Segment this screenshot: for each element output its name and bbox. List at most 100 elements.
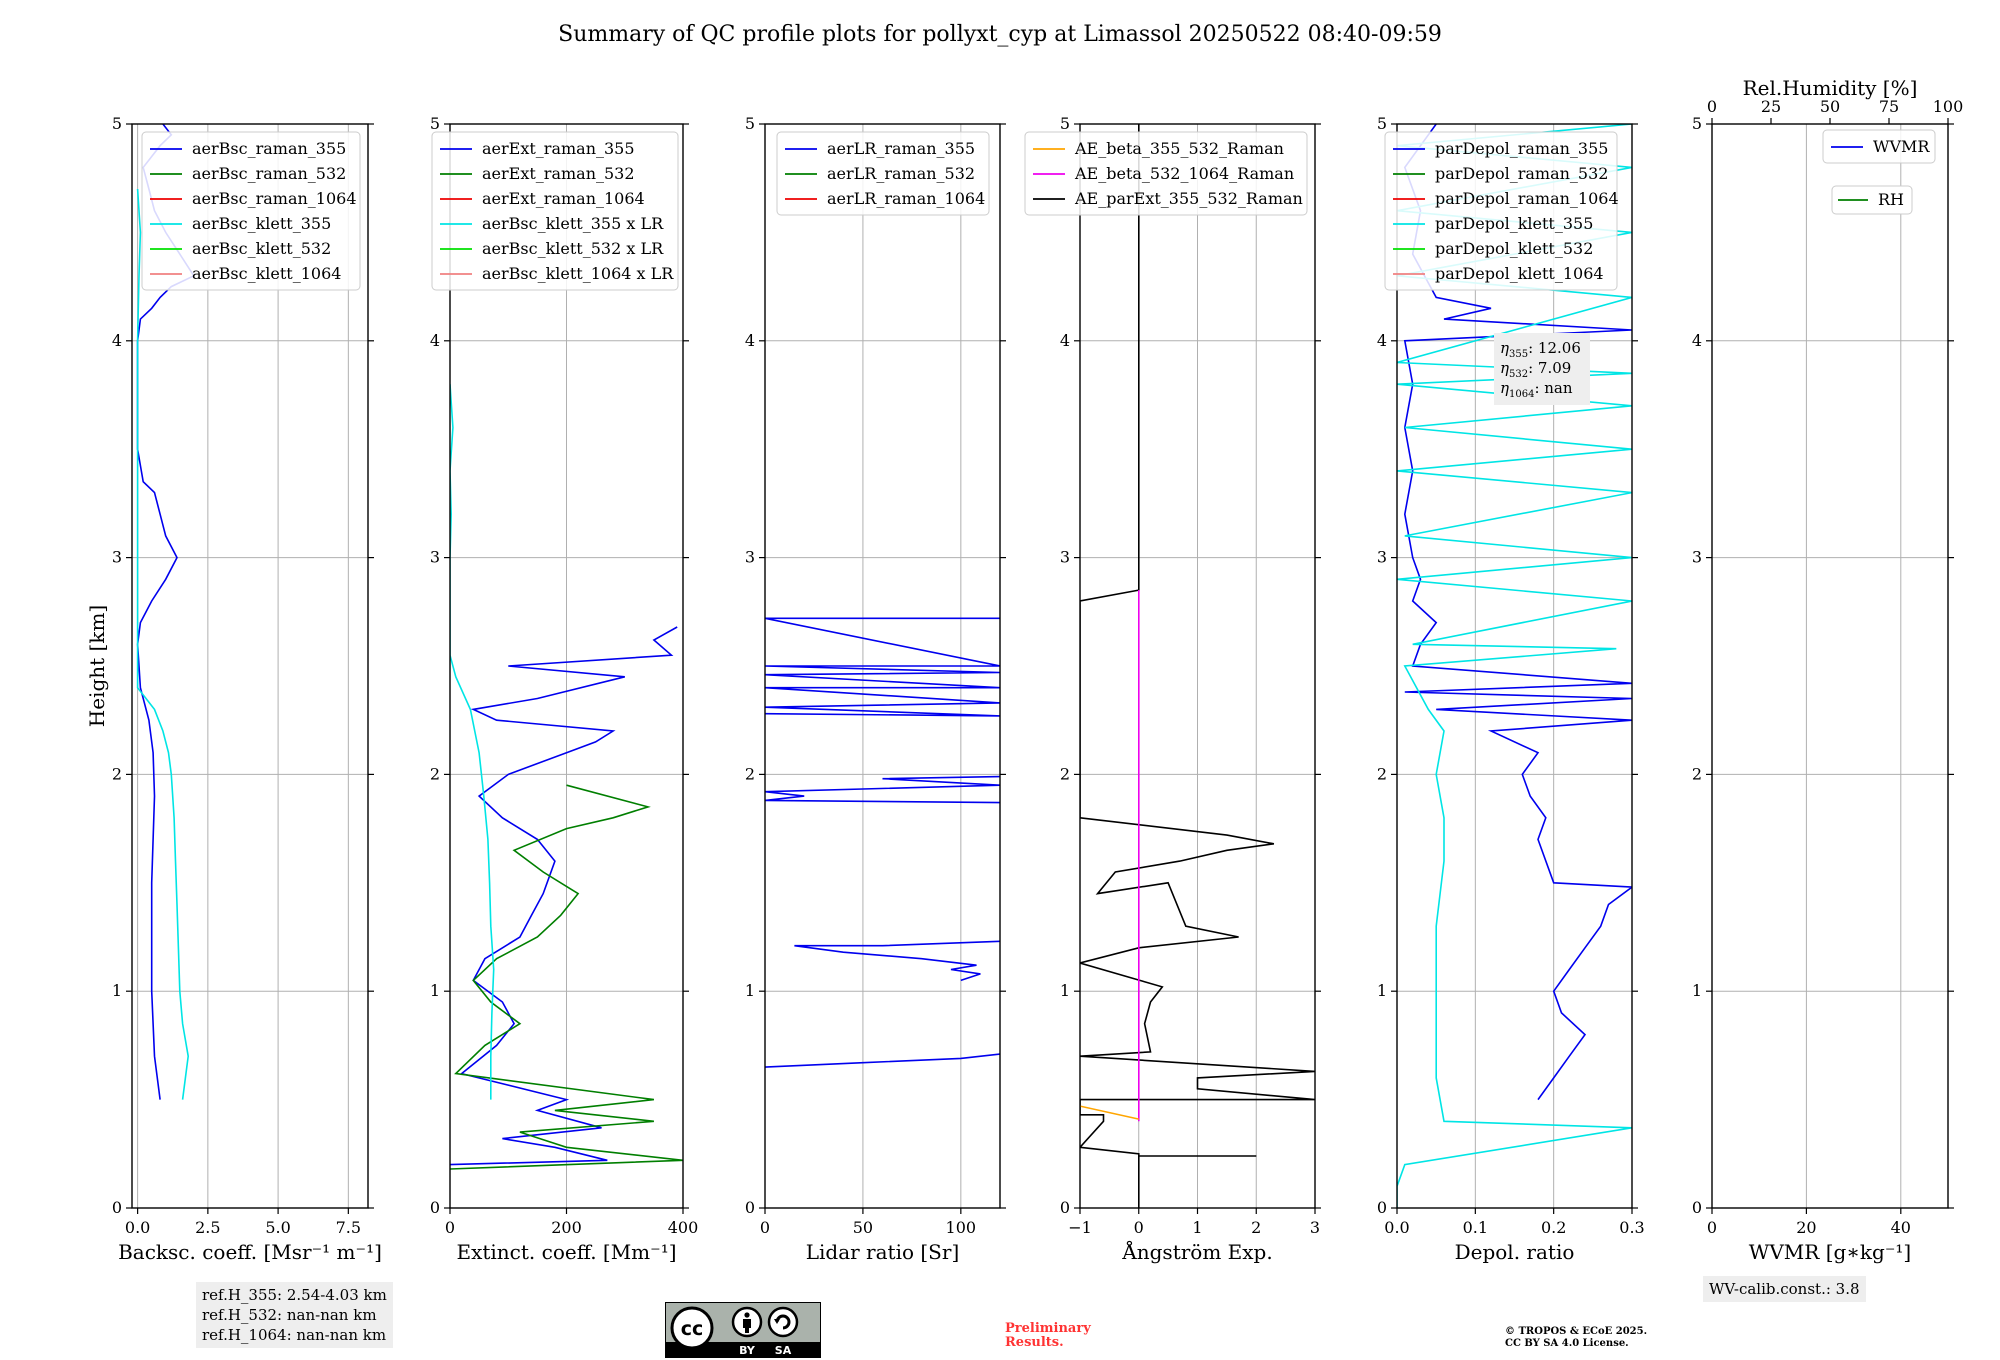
y-tick-label: 4	[1060, 331, 1070, 350]
y-tick-label: 4	[112, 331, 122, 350]
legend-entry: parDepol_raman_532	[1435, 164, 1608, 183]
top-tick-label: 0	[1707, 97, 1717, 116]
y-tick-label: 1	[1377, 981, 1387, 1000]
panel-lr: 0 50 100 0 1 2 3 4 5 Lidar ratio [Sr] aerLR_raman_…	[745, 114, 1006, 1264]
x-tick-label: 0	[760, 1218, 770, 1237]
legend-entry: parDepol_klett_532	[1435, 239, 1593, 258]
series-line-pardepol-klett-355	[1397, 124, 1632, 1208]
svg-text:cc: cc	[681, 1318, 704, 1340]
legend-entry: parDepol_raman_1064	[1435, 189, 1619, 208]
legend-entry: aerBsc_raman_355	[192, 139, 346, 158]
panel-bsc: 0.0 2.5 5.0 7.5 0 1 2 3 4 5 Backsc. coeff. [Msr⁻¹ …	[112, 114, 382, 1264]
x-tick-label: −1	[1068, 1218, 1092, 1237]
x-axis-label: Depol. ratio	[1455, 1240, 1575, 1264]
series-line-aerlr-raman-355-mid-	[794, 940, 1000, 982]
top-tick-label: 75	[1879, 97, 1899, 116]
series-line-aerbsc-klett-355	[136, 188, 190, 1100]
series-group	[450, 384, 683, 1170]
y-axis-label: Height [km]	[85, 605, 109, 727]
legend: WVMR RH	[1822, 129, 1936, 215]
y-tick-label: 1	[430, 981, 440, 1000]
legend: parDepol_raman_355 parDepol_raman_532 parD…	[1384, 131, 1619, 291]
y-tick-label: 4	[430, 331, 440, 350]
share-alike-icon	[767, 1306, 799, 1338]
x-tick-label: 0.3	[1619, 1218, 1644, 1237]
y-tick-label: 0	[1692, 1198, 1702, 1217]
panel-wv: 0 20 40 0 1 2 3 4 5 WVMR [g∗kg⁻¹] 0 25 50 75 100 Rel.Hu…	[1692, 76, 1963, 1264]
copyright-note: © TROPOS & ECoE 2025. CC BY SA 4.0 Licen…	[1505, 1326, 1647, 1350]
x-tick-label: 2.5	[195, 1218, 220, 1237]
legend: aerLR_raman_355 aerLR_raman_532 aerLR_rama…	[776, 131, 990, 216]
y-tick-label: 5	[745, 114, 755, 133]
legend-entry: aerExt_raman_532	[482, 164, 635, 183]
preliminary-note: Preliminary Results.	[1005, 1322, 1091, 1350]
copyright-line-1: © TROPOS & ECoE 2025.	[1505, 1326, 1648, 1337]
y-tick-label: 0	[112, 1198, 122, 1217]
legend-entry: aerExt_raman_355	[482, 139, 635, 158]
y-tick-label: 5	[430, 114, 440, 133]
series-line-aerext-raman-355	[450, 626, 678, 1166]
by-label: BY	[739, 1344, 756, 1357]
legend-frame	[1024, 131, 1308, 216]
axes-frame	[1396, 123, 1633, 1209]
y-tick-label: 2	[112, 764, 122, 783]
series-line-ae-parext-355-532-raman	[1080, 124, 1315, 1208]
top-tick-label: 50	[1820, 97, 1840, 116]
y-tick-label: 2	[430, 764, 440, 783]
x-tick-label: 0.0	[125, 1218, 150, 1237]
annotation-line: η1064: nan	[1500, 379, 1573, 400]
x-axis-label: Backsc. coeff. [Msr⁻¹ m⁻¹]	[118, 1240, 382, 1264]
series-group	[1397, 124, 1632, 1208]
y-tick-label: 5	[1692, 114, 1702, 133]
cc-logo-icon	[670, 1306, 714, 1350]
x-tick-label: 50	[853, 1218, 873, 1237]
x-axis-label: Lidar ratio [Sr]	[806, 1240, 960, 1264]
axes-frame	[764, 123, 1001, 1209]
legend-entry: aerBsc_klett_1064	[192, 264, 341, 283]
top-tick-label: 25	[1761, 97, 1781, 116]
y-tick-label: 0	[1377, 1198, 1387, 1217]
series-group	[1080, 124, 1315, 1208]
y-tick-label: 3	[430, 548, 440, 567]
legend: aerBsc_raman_355 aerBsc_raman_532 aerBsc_r…	[141, 131, 361, 291]
y-tick-label: 3	[1692, 548, 1702, 567]
y-tick-label: 2	[1692, 764, 1702, 783]
annotation-line: η532: 7.09	[1500, 359, 1571, 380]
x-tick-label: 20	[1796, 1218, 1816, 1237]
legend-entry: aerBsc_klett_532	[192, 239, 331, 258]
y-tick-label: 4	[1692, 331, 1702, 350]
panel-ext: 0 200 400 0 1 2 3 4 5 Extinct. coeff. [Mm⁻¹] aerEx…	[430, 114, 698, 1264]
y-tick-label: 1	[1692, 981, 1702, 1000]
top-tick-label: 100	[1933, 97, 1964, 116]
top-axis-label: Rel.Humidity [%]	[1743, 76, 1918, 100]
x-tick-label: 1	[1192, 1218, 1202, 1237]
x-tick-label: 0.1	[1463, 1218, 1488, 1237]
legend-frame	[776, 131, 990, 216]
legend-entry: parDepol_raman_355	[1435, 139, 1608, 158]
figure-title: Summary of QC profile plots for pollyxt_…	[558, 22, 1442, 47]
series-line-pardepol-raman-355	[1403, 124, 1632, 1101]
y-tick-label: 1	[745, 981, 755, 1000]
x-tick-label: 0.2	[1541, 1218, 1566, 1237]
series-line-aerlr-raman-355-upper-	[765, 775, 1000, 804]
legend-entry: aerBsc_klett_355 x LR	[482, 214, 664, 233]
y-tick-label: 2	[1060, 764, 1070, 783]
legend-entry: aerBsc_raman_532	[192, 164, 346, 183]
x-tick-label: 7.5	[336, 1218, 361, 1237]
x-tick-label: 400	[668, 1218, 699, 1237]
legend-entry: parDepol_klett_355	[1435, 214, 1593, 233]
legend-frame	[141, 131, 361, 291]
annotation-background	[1494, 333, 1590, 405]
preliminary-line-1: Preliminary	[1005, 1321, 1091, 1336]
y-tick-label: 5	[112, 114, 122, 133]
legend-frame	[1822, 129, 1936, 164]
x-axis-label: WVMR [g∗kg⁻¹]	[1749, 1240, 1911, 1264]
y-tick-label: 5	[1377, 114, 1387, 133]
legend-entry: AE_beta_355_532_Raman	[1074, 139, 1284, 158]
y-tick-label: 0	[430, 1198, 440, 1217]
legend-entry: aerBsc_klett_355	[192, 214, 331, 233]
ref-height-355: ref.H_355: 2.54-4.03 km	[202, 1286, 387, 1304]
